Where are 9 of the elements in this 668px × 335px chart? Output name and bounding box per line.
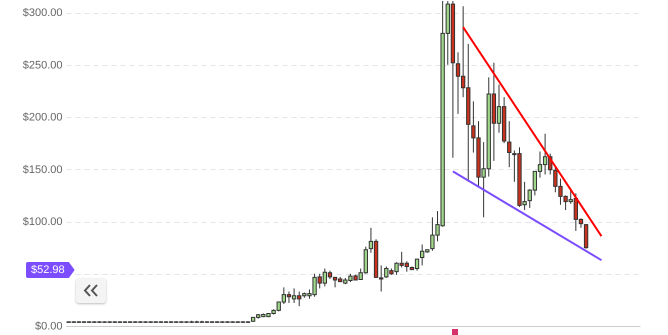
candlestick (507, 120, 512, 168)
y-tick-label: $300.00 (22, 7, 62, 20)
y-tick-label: $150.00 (22, 164, 62, 176)
y-tick-label: $200.00 (22, 112, 62, 124)
text: $52.98 (26, 262, 75, 278)
candlestick (584, 224, 588, 250)
y-tick-label: $100.00 (22, 216, 62, 228)
y-tick-label: $0.00 (34, 320, 62, 332)
y-tick-label: $250.00 (22, 59, 62, 72)
